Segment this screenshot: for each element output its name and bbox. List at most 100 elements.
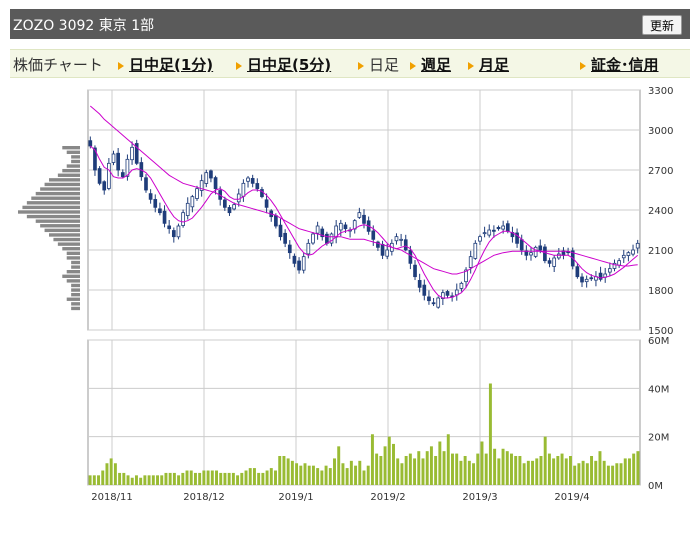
volume-bar: [231, 472, 235, 485]
candle-body: [181, 212, 185, 226]
candle-body: [580, 276, 584, 283]
volume-profile-bar: [71, 283, 80, 288]
candle-body: [501, 225, 505, 230]
refresh-button[interactable]: 更新: [642, 15, 682, 35]
candle-body: [357, 212, 362, 218]
candle-body: [274, 215, 278, 227]
candle-body: [575, 266, 580, 278]
volume-profile-bar: [53, 237, 80, 242]
volume-bar: [522, 463, 526, 485]
candle-body: [399, 238, 403, 241]
candle-body: [107, 162, 111, 189]
candle-body: [158, 208, 162, 214]
volume-bar: [215, 470, 218, 485]
volume-profile-bar: [71, 159, 80, 164]
candle-body: [519, 239, 524, 251]
title-bar: ZOZO 3092 東京 1部 更新: [10, 9, 690, 39]
volume-bar: [594, 460, 598, 485]
candle-body: [371, 230, 376, 240]
volume-bar: [206, 470, 210, 485]
candle-body: [320, 228, 325, 238]
candle-body: [204, 172, 209, 184]
volume-bar: [598, 451, 602, 485]
ma-long-line: [89, 105, 638, 275]
volume-profile-bar: [40, 187, 80, 191]
chart-nav: 株価チャート 日中足(1分) 日中足(5分) 日足 週足 月足 証金･信用: [10, 49, 690, 78]
volume-bar: [526, 460, 530, 485]
price-tick-label: 2100: [648, 246, 673, 257]
candle-body: [343, 224, 348, 230]
volume-bar: [619, 463, 623, 485]
candle-body: [403, 239, 408, 251]
volume-bar: [261, 472, 265, 485]
volume-bar: [627, 458, 631, 485]
candle-body: [97, 168, 102, 184]
volume-bar: [147, 475, 151, 485]
nav-monthly[interactable]: 月足: [468, 54, 509, 75]
volume-bar: [451, 453, 454, 485]
volume-bar: [472, 463, 476, 485]
volume-bar: [455, 453, 459, 485]
volume-bar: [113, 463, 117, 485]
candle-body: [130, 146, 134, 161]
volume-bar: [286, 458, 290, 485]
candle-body: [556, 253, 561, 259]
candle-body: [621, 254, 626, 259]
nav-arrow-icon: [358, 61, 364, 70]
candle-body: [148, 193, 153, 200]
nav-intraday-5min[interactable]: 日中足(5分): [236, 54, 331, 75]
volume-bar: [164, 472, 168, 485]
candle-body: [255, 183, 260, 190]
nav-weekly[interactable]: 週足: [410, 54, 451, 75]
candle-body: [190, 196, 195, 208]
volume-profile-bar: [71, 155, 80, 159]
candle-body: [209, 170, 213, 179]
candle-body: [626, 252, 631, 256]
candle-body: [413, 264, 417, 278]
candle-body: [417, 280, 422, 288]
nav-intraday-1min[interactable]: 日中足(1分): [118, 54, 213, 75]
candle-body: [468, 256, 473, 268]
volume-bar: [236, 475, 240, 485]
candle-body: [93, 147, 97, 171]
candle-body: [223, 199, 227, 208]
candle-body: [325, 233, 329, 244]
x-tick-label: 2018/11: [91, 492, 133, 503]
candle-body: [134, 143, 139, 164]
volume-bar: [210, 470, 214, 485]
volume-bar: [177, 475, 181, 485]
volume-bar: [514, 456, 518, 485]
volume-bar: [354, 465, 358, 485]
volume-bar: [333, 458, 336, 485]
volume-bar: [429, 446, 433, 485]
candle-body: [612, 262, 617, 269]
volume-bar: [109, 458, 113, 485]
x-tick-label: 2018/12: [183, 492, 225, 503]
volume-bar: [467, 460, 471, 485]
nav-margin-credit[interactable]: 証金･信用: [580, 54, 659, 75]
nav-section-label: 株価チャート: [13, 56, 103, 74]
candle-body: [617, 260, 621, 266]
volume-profile-bar: [62, 168, 80, 173]
price-tick-label: 1500: [648, 326, 673, 337]
volume-bar: [219, 472, 223, 485]
volume-bar: [615, 463, 619, 485]
volume-bar: [590, 456, 594, 485]
candle-body: [88, 140, 93, 147]
volume-bar: [539, 456, 543, 485]
x-tick-label: 2019/2: [370, 492, 405, 503]
volume-bar: [311, 465, 315, 485]
volume-bar: [341, 463, 345, 485]
volume-bar: [623, 458, 627, 485]
volume-bar: [383, 446, 387, 485]
volume-bar: [501, 448, 505, 485]
volume-bar: [535, 458, 539, 485]
volume-bar: [227, 472, 231, 485]
candle-body: [125, 158, 130, 177]
candle-body: [297, 260, 301, 271]
candle-body: [464, 269, 468, 283]
volume-bar: [168, 472, 172, 485]
candle-body: [552, 257, 557, 267]
volume-profile-bar: [66, 297, 80, 301]
volume-bar: [480, 441, 484, 485]
